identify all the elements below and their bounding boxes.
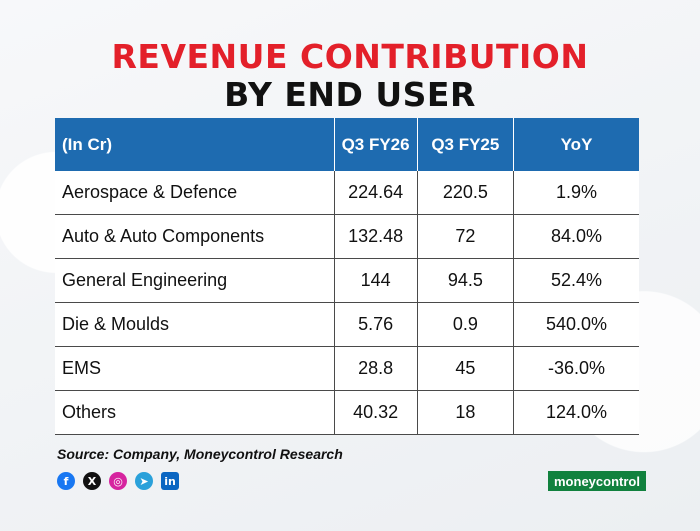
row-label: EMS	[55, 346, 335, 391]
table-row: EMS 28.8 45 -36.0%	[55, 346, 639, 391]
logo-part-money: money	[554, 473, 596, 489]
row-label: Aerospace & Defence	[55, 171, 335, 215]
table-row: Auto & Auto Components 132.48 72 84.0%	[55, 214, 639, 259]
telegram-icon[interactable]: ➤	[135, 472, 153, 490]
source-note: Source: Company, Moneycontrol Research	[57, 446, 343, 462]
page-title: REVENUE CONTRIBUTION BY END USER	[0, 38, 700, 114]
revenue-table: (In Cr) Q3 FY26 Q3 FY25 YoY Aerospace & …	[55, 118, 639, 435]
logo-part-control: control	[595, 473, 640, 489]
cell-q3-fy26: 5.76	[334, 302, 418, 347]
row-label: Auto & Auto Components	[55, 214, 335, 259]
social-links: f X ◎ ➤ in	[57, 472, 179, 490]
cell-q3-fy26: 144	[334, 258, 418, 303]
title-line-2: BY END USER	[224, 75, 476, 114]
cell-q3-fy25: 220.5	[417, 171, 515, 215]
header-q3-fy26: Q3 FY26	[334, 118, 418, 171]
cell-q3-fy25: 94.5	[417, 258, 515, 303]
cell-q3-fy26: 224.64	[334, 171, 418, 215]
instagram-icon[interactable]: ◎	[109, 472, 127, 490]
title-line-1: REVENUE CONTRIBUTION	[111, 37, 589, 76]
cell-yoy: 540.0%	[513, 302, 639, 347]
cell-yoy: -36.0%	[513, 346, 639, 391]
row-label: Others	[55, 390, 335, 435]
table-row: Aerospace & Defence 224.64 220.5 1.9%	[55, 171, 639, 215]
cell-q3-fy25: 18	[417, 390, 515, 435]
cell-q3-fy25: 0.9	[417, 302, 515, 347]
linkedin-icon[interactable]: in	[161, 472, 179, 490]
cell-yoy: 84.0%	[513, 214, 639, 259]
row-label: Die & Moulds	[55, 302, 335, 347]
header-q3-fy25: Q3 FY25	[417, 118, 515, 171]
header-unit: (In Cr)	[55, 118, 335, 171]
row-label: General Engineering	[55, 258, 335, 303]
table-header-row: (In Cr) Q3 FY26 Q3 FY25 YoY	[55, 118, 639, 171]
cell-yoy: 1.9%	[513, 171, 639, 215]
table-row: Die & Moulds 5.76 0.9 540.0%	[55, 302, 639, 347]
header-yoy: YoY	[513, 118, 639, 171]
x-twitter-icon[interactable]: X	[83, 472, 101, 490]
cell-q3-fy26: 28.8	[334, 346, 418, 391]
table-row: Others 40.32 18 124.0%	[55, 390, 639, 435]
cell-q3-fy25: 72	[417, 214, 515, 259]
cell-q3-fy26: 132.48	[334, 214, 418, 259]
table-row: General Engineering 144 94.5 52.4%	[55, 258, 639, 303]
moneycontrol-logo: money control	[548, 471, 646, 491]
facebook-icon[interactable]: f	[57, 472, 75, 490]
cell-yoy: 124.0%	[513, 390, 639, 435]
cell-q3-fy26: 40.32	[334, 390, 418, 435]
cell-yoy: 52.4%	[513, 258, 639, 303]
cell-q3-fy25: 45	[417, 346, 515, 391]
